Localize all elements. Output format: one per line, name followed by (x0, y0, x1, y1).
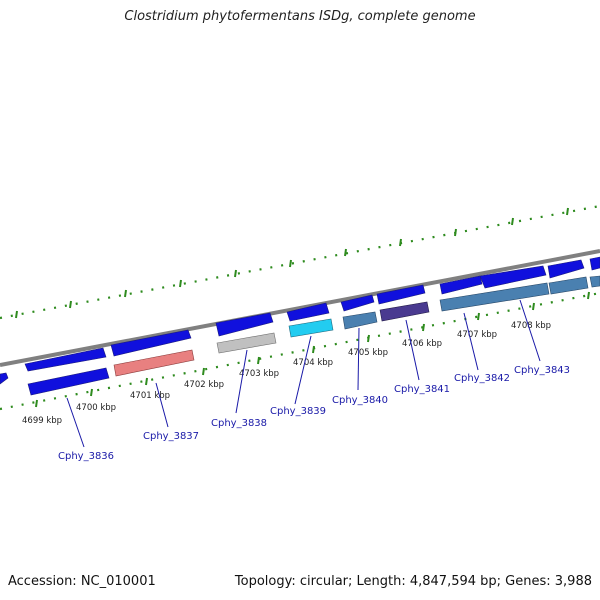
gene-leader-lines (66, 299, 541, 448)
gene-arrow[interactable] (376, 284, 426, 305)
gene-arrow[interactable] (215, 312, 274, 337)
gene-label[interactable]: Cphy_3842 (454, 373, 510, 384)
genome-title: Clostridium phytofermentans ISDg, comple… (124, 9, 476, 24)
gene-arrow[interactable] (110, 329, 192, 357)
forward-genes (0, 256, 600, 385)
kbp-label: 4705 kbp (348, 348, 388, 358)
kbp-label: 4701 kbp (130, 391, 170, 401)
gene-label[interactable]: Cphy_3840 (332, 395, 388, 406)
gene-cog-bar[interactable] (27, 367, 110, 396)
gene-arrow[interactable] (547, 259, 585, 279)
gene-label[interactable]: Cphy_3843 (514, 365, 570, 376)
gene-cog-bar[interactable] (216, 332, 277, 354)
gene-arrow[interactable] (24, 347, 107, 372)
gene-label[interactable]: Cphy_3838 (211, 418, 267, 429)
gene-cog-bar[interactable] (342, 311, 378, 330)
gene-arrow[interactable] (439, 275, 483, 295)
kbp-label: 4706 kbp (402, 339, 442, 349)
gene-arrow[interactable] (0, 372, 9, 385)
gene-cog-bar[interactable] (589, 275, 600, 288)
genome-backbone (0, 249, 600, 367)
kbp-label: 4707 kbp (457, 330, 497, 340)
gene-cog-bar[interactable] (288, 318, 334, 338)
outer-tick-line (0, 204, 600, 320)
cog-bars (27, 275, 600, 396)
outer-major-ticks (15, 207, 569, 319)
topology-label: Topology: circular; Length: 4,847,594 bp… (234, 574, 592, 589)
kbp-label: 4702 kbp (184, 380, 224, 390)
gene-cog-bar[interactable] (439, 282, 550, 312)
gene-arrow[interactable] (589, 256, 600, 271)
gene-arrow[interactable] (479, 265, 547, 289)
gene-arrow[interactable] (286, 302, 330, 322)
kbp-label: 4704 kbp (293, 358, 333, 368)
gene-cog-bar[interactable] (548, 276, 589, 295)
gene-label[interactable]: Cphy_3836 (58, 451, 114, 462)
kbp-label: 4703 kbp (239, 369, 279, 379)
accession-label: Accession: NC_010001 (8, 574, 156, 589)
kbp-label: 4708 kbp (511, 321, 551, 331)
gene-label[interactable]: Cphy_3837 (143, 431, 199, 442)
gene-label[interactable]: Cphy_3841 (394, 384, 450, 395)
kbp-label: 4700 kbp (76, 403, 116, 413)
gene-cog-bar[interactable] (113, 349, 195, 377)
gene-label[interactable]: Cphy_3839 (270, 406, 326, 417)
gene-cog-bar[interactable] (379, 301, 430, 322)
inner-major-ticks (35, 291, 590, 408)
kbp-label: 4699 kbp (22, 416, 62, 426)
gene-arrow[interactable] (340, 294, 375, 312)
